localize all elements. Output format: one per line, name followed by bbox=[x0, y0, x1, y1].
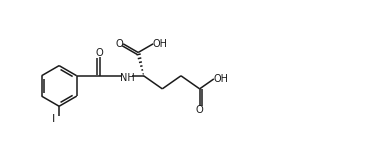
Text: OH: OH bbox=[153, 39, 168, 49]
Text: O: O bbox=[115, 39, 123, 49]
Text: OH: OH bbox=[213, 74, 229, 84]
Text: O: O bbox=[196, 105, 204, 115]
Text: NH: NH bbox=[120, 73, 135, 83]
Text: O: O bbox=[95, 48, 103, 58]
Text: I: I bbox=[52, 114, 55, 125]
